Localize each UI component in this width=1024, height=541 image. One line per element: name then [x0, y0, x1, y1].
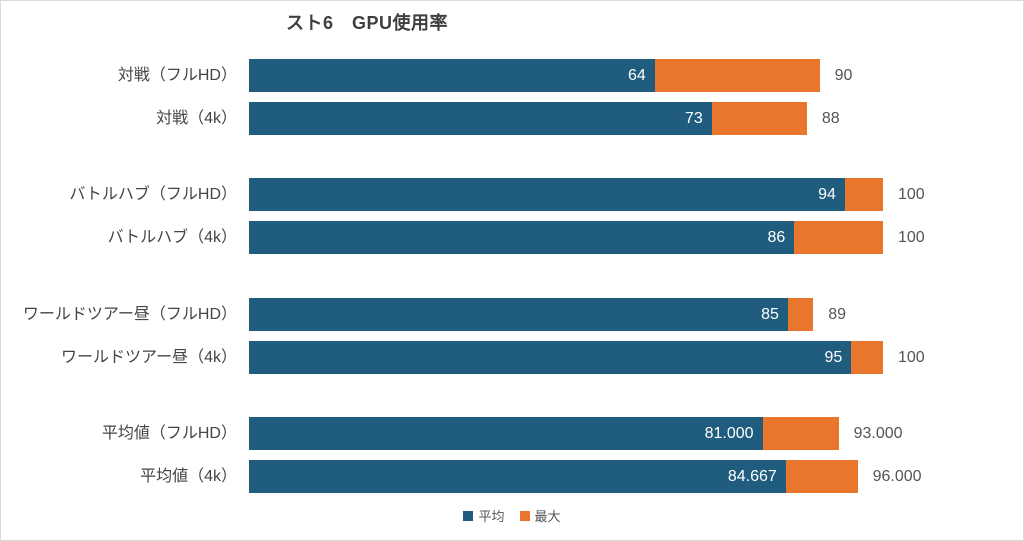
max-value-label: 96.000	[872, 468, 922, 485]
avg-bar-segment: 85	[249, 298, 788, 331]
avg-value-label: 81.000	[704, 424, 754, 442]
bar-row: バトルハブ（フルHD） 94 100	[1, 178, 1023, 211]
avg-bar-segment: 81.000	[249, 417, 763, 450]
bar-row: 対戦（4k） 73 88	[1, 102, 1023, 135]
avg-bar-segment: 95	[249, 341, 852, 374]
category-label: ワールドツアー昼（4k）	[61, 349, 237, 366]
max-bar-segment	[787, 298, 814, 331]
avg-value-label: 94	[818, 185, 836, 203]
legend-swatch-avg-icon	[463, 510, 474, 521]
legend-swatch-max-icon	[519, 510, 530, 521]
max-value-label: 90	[834, 67, 853, 84]
bar-row: 対戦（フルHD） 64 90	[1, 59, 1023, 92]
avg-value-label: 64	[627, 66, 646, 84]
category-label: バトルハブ（フルHD）	[69, 186, 237, 203]
max-value-label: 100	[898, 349, 925, 366]
category-label: バトルハブ（4k）	[107, 229, 237, 246]
bar-row: ワールドツアー昼（4k） 95 100	[1, 341, 1023, 374]
chart-title: スト6 GPU使用率	[286, 13, 449, 33]
avg-bar-segment: 64	[249, 59, 655, 92]
category-label: ワールドツアー昼（フルHD）	[22, 306, 237, 323]
avg-value-label: 84.667	[727, 467, 777, 485]
max-value-label: 88	[821, 110, 840, 127]
max-bar-segment	[762, 417, 839, 450]
legend: 平均 最大	[1, 506, 1023, 525]
legend-label-avg: 平均	[478, 509, 505, 524]
max-value-label: 89	[828, 306, 847, 323]
avg-bar-segment: 86	[249, 221, 795, 254]
avg-value-label: 86	[767, 228, 786, 246]
max-value-label: 100	[898, 229, 925, 246]
max-value-label: 93.000	[853, 425, 903, 442]
max-bar-segment	[844, 178, 883, 211]
avg-value-label: 95	[824, 348, 843, 366]
legend-item-max: 最大	[519, 506, 561, 525]
avg-bar-segment: 94	[249, 178, 845, 211]
max-bar-segment	[794, 221, 883, 254]
max-bar-segment	[654, 59, 820, 92]
avg-value-label: 85	[761, 305, 779, 323]
bar-row: バトルハブ（4k） 86 100	[1, 221, 1023, 254]
max-bar-segment	[785, 460, 858, 493]
bar-row: ワールドツアー昼（フルHD） 85 89	[1, 298, 1023, 331]
avg-bar-segment: 73	[249, 102, 712, 135]
category-label: 対戦（フルHD）	[117, 67, 237, 84]
category-label: 平均値（フルHD）	[101, 425, 237, 442]
avg-value-label: 73	[685, 109, 703, 127]
category-label: 平均値（4k）	[140, 468, 237, 485]
avg-bar-segment: 84.667	[249, 460, 786, 493]
category-label: 対戦（4k）	[156, 110, 237, 127]
max-value-label: 100	[898, 186, 925, 203]
legend-label-max: 最大	[534, 509, 561, 524]
max-bar-segment	[851, 341, 883, 374]
bar-row: 平均値（4k） 84.667 96.000	[1, 460, 1023, 493]
bar-row: 平均値（フルHD） 81.000 93.000	[1, 417, 1023, 450]
legend-item-avg: 平均	[463, 506, 505, 525]
max-bar-segment	[711, 102, 807, 135]
